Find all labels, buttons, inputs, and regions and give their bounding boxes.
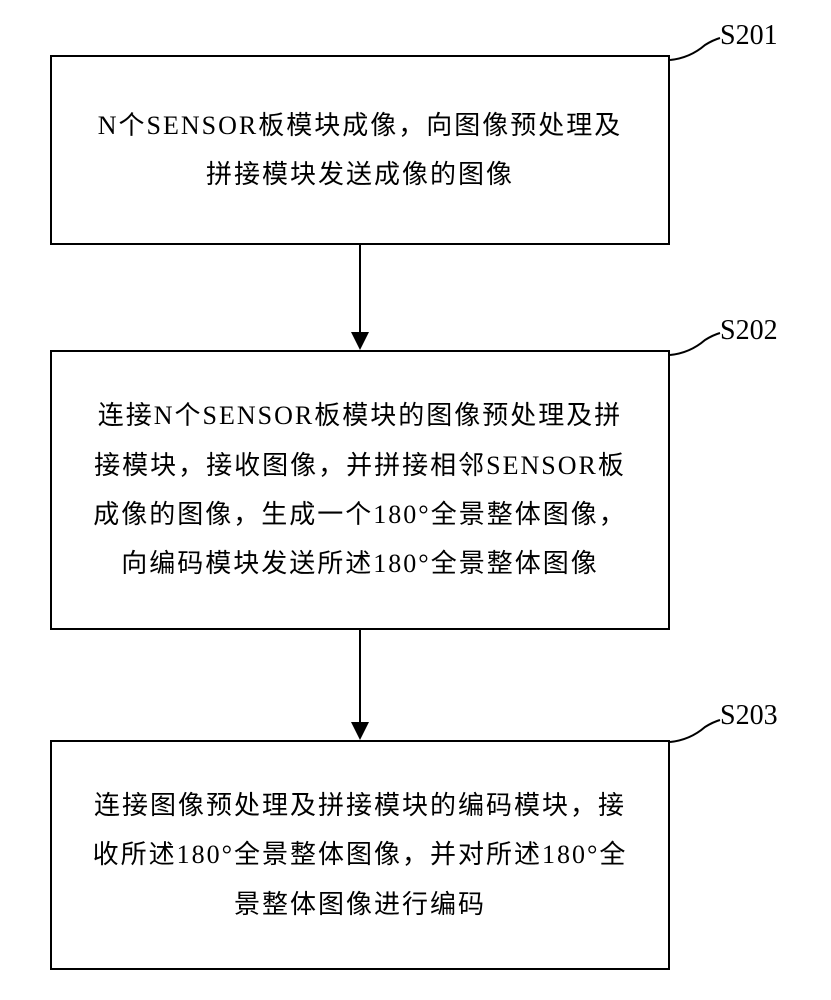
curve-connector-1 — [665, 30, 735, 70]
step-text-1: N个SENSOR板模块成像，向图像预处理及拼接模块发送成像的图像 — [92, 101, 628, 200]
step-box-1: N个SENSOR板模块成像，向图像预处理及拼接模块发送成像的图像 — [50, 55, 670, 245]
arrow-line-1 — [359, 245, 361, 333]
arrow-head-1 — [351, 332, 369, 350]
arrow-head-2 — [351, 722, 369, 740]
arrow-line-2 — [359, 630, 361, 723]
step-box-2: 连接N个SENSOR板模块的图像预处理及拼接模块，接收图像，并拼接相邻SENSO… — [50, 350, 670, 630]
curve-connector-2 — [665, 325, 735, 365]
step-text-2: 连接N个SENSOR板模块的图像预处理及拼接模块，接收图像，并拼接相邻SENSO… — [92, 391, 628, 589]
step-box-3: 连接图像预处理及拼接模块的编码模块，接收所述180°全景整体图像，并对所述180… — [50, 740, 670, 970]
flowchart-container: N个SENSOR板模块成像，向图像预处理及拼接模块发送成像的图像 S201 连接… — [0, 0, 831, 1000]
step-text-3: 连接图像预处理及拼接模块的编码模块，接收所述180°全景整体图像，并对所述180… — [92, 781, 628, 929]
curve-connector-3 — [665, 712, 735, 752]
